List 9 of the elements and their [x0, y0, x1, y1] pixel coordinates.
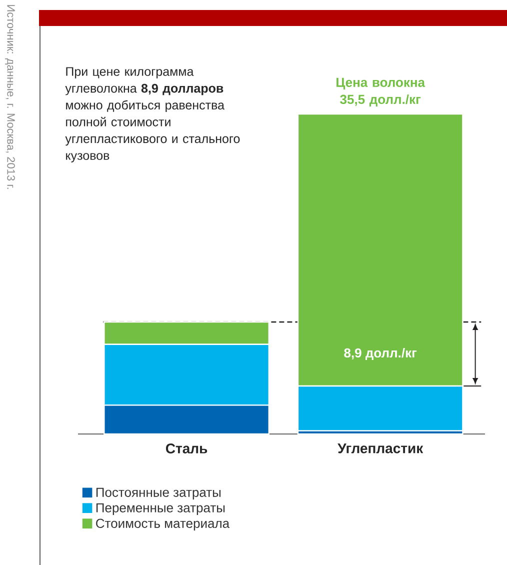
annotation: 8,9 долл./кг — [344, 348, 417, 360]
legend-label: Переменные затраты — [96, 503, 225, 515]
text: Источник: данные, г. Москва, 2013 г. — [5, 5, 15, 189]
x-tick-label: Сталь — [166, 444, 208, 454]
annotation: Цена волокна 35,5 долл./кг — [336, 78, 426, 106]
x-tick-label: Углепластик — [338, 444, 424, 454]
legend-label: Постоянные затраты — [96, 488, 221, 500]
annotation: При цене килограмма углеволокна 8,9 долларов можно добиться равенства полной стоимости углепластикового и стального кузовов — [65, 67, 240, 162]
legend-label: Стоимость материала — [96, 518, 230, 531]
